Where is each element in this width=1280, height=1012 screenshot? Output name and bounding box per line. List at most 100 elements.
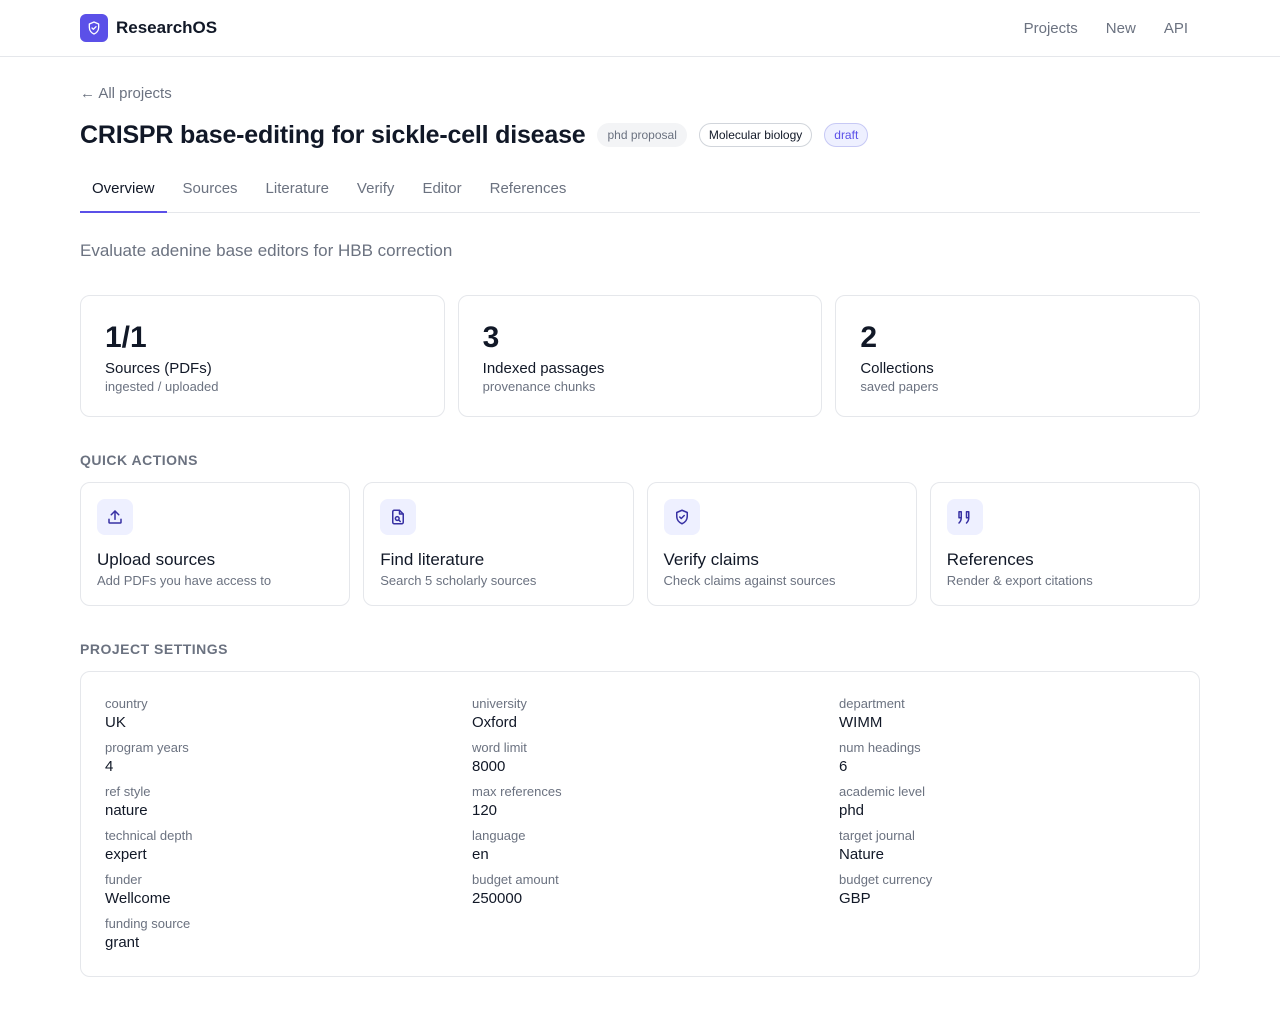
- action-title: Upload sources: [97, 550, 216, 569]
- stat-value: 2: [860, 321, 878, 354]
- setting-value: UK: [105, 714, 126, 731]
- tab-verify[interactable]: Verify: [356, 180, 395, 197]
- action-sub: Render & export citations: [946, 573, 1093, 588]
- setting-value: 120: [472, 802, 498, 819]
- brand[interactable]: ResearchOS: [80, 14, 217, 42]
- setting-value: nature: [105, 802, 148, 819]
- setting-value: 6: [839, 758, 848, 775]
- badge-project-type: phd proposal: [597, 123, 687, 147]
- stat-card-passages: 3 Indexed passages provenance chunks: [457, 295, 823, 417]
- setting-key: department: [839, 696, 905, 711]
- setting-key: country: [105, 696, 148, 711]
- tab-editor[interactable]: Editor: [422, 180, 462, 197]
- project-description: Evaluate adenine base editors for HBB co…: [80, 241, 453, 260]
- tab-sources[interactable]: Sources: [182, 180, 238, 197]
- stat-sub: saved papers: [860, 379, 939, 394]
- setting-funder: funder Wellcome: [105, 872, 472, 916]
- nav-api-link[interactable]: API: [1163, 19, 1188, 37]
- tab-literature[interactable]: Literature: [265, 180, 329, 197]
- setting-key: ref style: [105, 784, 151, 799]
- setting-key: num headings: [839, 740, 921, 755]
- setting-value: Nature: [839, 846, 885, 863]
- setting-key: max references: [472, 784, 562, 799]
- setting-key: word limit: [472, 740, 527, 755]
- setting-num-headings: num headings 6: [839, 740, 1175, 784]
- main-content: ← All projects CRISPR base-editing for s…: [0, 85, 1280, 977]
- setting-value: phd: [839, 802, 865, 819]
- setting-value: 4: [105, 758, 114, 775]
- setting-country: country UK: [105, 696, 472, 740]
- action-sub: Add PDFs you have access to: [97, 573, 272, 588]
- setting-target-journal: target journal Nature: [839, 828, 1175, 872]
- setting-funding-source: funding source grant: [105, 916, 472, 960]
- back-to-projects-link[interactable]: ← All projects: [80, 85, 172, 102]
- setting-key: program years: [105, 740, 189, 755]
- find-literature-card[interactable]: Find literature Search 5 scholarly sourc…: [363, 482, 634, 606]
- action-title: References: [946, 550, 1034, 569]
- setting-university: university Oxford: [472, 696, 839, 740]
- setting-value: 8000: [472, 758, 506, 775]
- upload-icon: [97, 499, 133, 535]
- setting-program-years: program years 4: [105, 740, 472, 784]
- setting-academic-level: academic level phd: [839, 784, 1175, 828]
- project-settings-panel: country UK university Oxford department …: [80, 671, 1200, 977]
- nav-new-link[interactable]: New: [1105, 19, 1136, 37]
- setting-value: 250000: [472, 890, 523, 907]
- quick-actions: Upload sources Add PDFs you have access …: [80, 482, 1200, 606]
- title-row: CRISPR base-editing for sickle-cell dise…: [80, 118, 1200, 152]
- setting-key: technical depth: [105, 828, 193, 843]
- setting-key: target journal: [839, 828, 915, 843]
- setting-key: funder: [105, 872, 142, 887]
- tab-references[interactable]: References: [489, 180, 567, 197]
- tab-overview[interactable]: Overview: [80, 172, 167, 213]
- setting-value: Wellcome: [105, 890, 171, 907]
- stat-card-collections: 2 Collections saved papers: [835, 295, 1201, 417]
- setting-value: WIMM: [839, 714, 883, 731]
- project-settings-heading: PROJECT SETTINGS: [80, 641, 229, 657]
- stat-sub: provenance chunks: [482, 379, 596, 394]
- setting-key: language: [472, 828, 526, 843]
- setting-key: funding source: [105, 916, 191, 931]
- setting-budget-currency: budget currency GBP: [839, 872, 1175, 916]
- verify-claims-card[interactable]: Verify claims Check claims against sourc…: [646, 482, 917, 606]
- setting-technical-depth: technical depth expert: [105, 828, 472, 872]
- settings-grid: country UK university Oxford department …: [105, 696, 1175, 960]
- upload-sources-card[interactable]: Upload sources Add PDFs you have access …: [80, 482, 351, 606]
- stat-label: Indexed passages: [482, 360, 605, 377]
- setting-key: university: [472, 696, 527, 711]
- tab-bar: Overview Sources Literature Verify Edito…: [80, 172, 1200, 213]
- setting-value: Oxford: [472, 714, 518, 731]
- stat-label: Collections: [860, 360, 934, 377]
- stat-value: 3: [482, 321, 500, 354]
- badge-field: Molecular biology: [698, 123, 813, 147]
- app-name: ResearchOS: [116, 18, 218, 37]
- stat-sub: ingested / uploaded: [105, 379, 219, 394]
- setting-word-limit: word limit 8000: [472, 740, 839, 784]
- quick-actions-heading: QUICK ACTIONS: [80, 452, 198, 468]
- references-card[interactable]: References Render & export citations: [929, 482, 1200, 606]
- top-nav: Projects New API: [1024, 20, 1188, 37]
- action-title: Find literature: [380, 550, 485, 569]
- setting-value: en: [472, 846, 489, 863]
- nav-projects-link[interactable]: Projects: [1023, 19, 1078, 37]
- stat-value: 1/1: [105, 321, 147, 354]
- setting-value: expert: [105, 846, 147, 863]
- logo-shield-icon: [80, 14, 108, 42]
- setting-budget-amount: budget amount 250000: [472, 872, 839, 916]
- action-sub: Check claims against sources: [663, 573, 836, 588]
- page-title: CRISPR base-editing for sickle-cell dise…: [80, 120, 586, 149]
- setting-max-references: max references 120: [472, 784, 839, 828]
- setting-key: budget amount: [472, 872, 559, 887]
- setting-value: GBP: [839, 890, 871, 907]
- setting-key: academic level: [839, 784, 925, 799]
- badge-status: draft: [824, 123, 869, 147]
- stat-card-sources: 1/1 Sources (PDFs) ingested / uploaded: [80, 295, 445, 417]
- top-bar: ResearchOS Projects New API: [0, 0, 1280, 57]
- setting-key: budget currency: [839, 872, 933, 887]
- setting-value: grant: [105, 934, 140, 951]
- file-search-icon: [380, 499, 417, 535]
- setting-ref-style: ref style nature: [105, 784, 472, 828]
- quote-icon: [946, 499, 983, 535]
- shield-check-icon: [663, 499, 700, 535]
- setting-language: language en: [472, 828, 839, 872]
